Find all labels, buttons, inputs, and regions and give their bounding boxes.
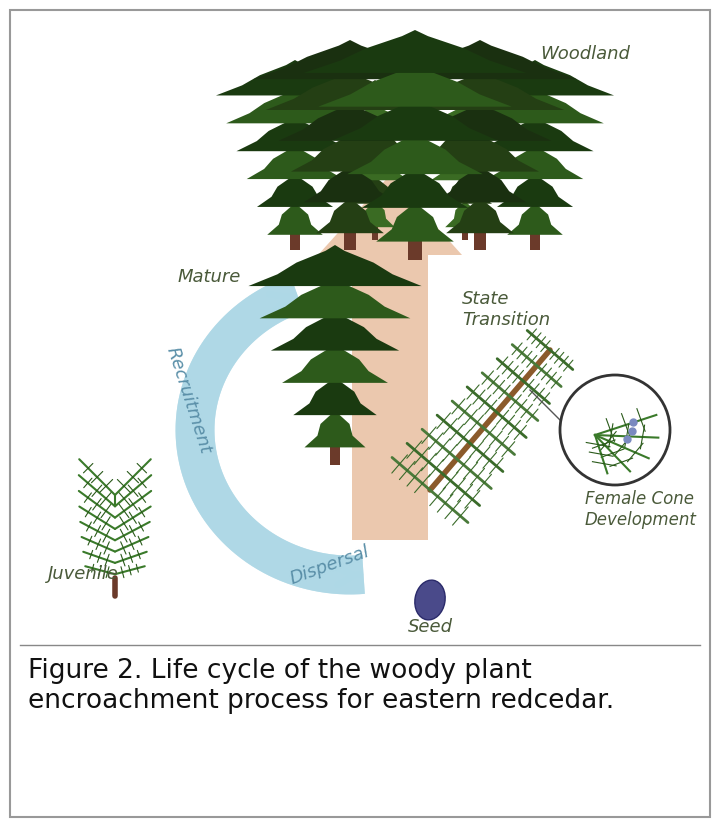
Bar (474, 218, 486, 250)
Text: Juvenile: Juvenile (48, 565, 119, 583)
Bar (330, 432, 340, 465)
Polygon shape (226, 88, 364, 123)
Polygon shape (279, 102, 422, 141)
Polygon shape (236, 116, 354, 151)
Polygon shape (318, 64, 512, 107)
Polygon shape (291, 132, 409, 171)
Text: State
Transition: State Transition (462, 290, 550, 329)
Polygon shape (409, 80, 521, 110)
Bar (372, 216, 378, 240)
Polygon shape (507, 199, 563, 235)
Polygon shape (326, 103, 423, 133)
Text: Figure 2. Life cycle of the woody plant
encroachment process for eastern redceda: Figure 2. Life cycle of the woody plant … (28, 658, 614, 714)
Polygon shape (438, 174, 492, 203)
Bar (462, 216, 468, 240)
Polygon shape (266, 71, 434, 110)
Text: Seed: Seed (408, 618, 452, 636)
Polygon shape (487, 144, 583, 179)
Polygon shape (433, 163, 526, 203)
Bar (531, 222, 540, 250)
Polygon shape (421, 132, 539, 171)
Text: Woodland: Woodland (540, 45, 630, 63)
Polygon shape (341, 151, 409, 180)
Polygon shape (318, 175, 462, 540)
Polygon shape (304, 163, 397, 203)
Text: Female Cone
Development: Female Cone Development (585, 490, 697, 528)
Polygon shape (247, 144, 343, 179)
Polygon shape (316, 194, 384, 233)
Polygon shape (216, 60, 374, 95)
Polygon shape (477, 116, 593, 151)
Polygon shape (466, 88, 604, 123)
Polygon shape (396, 71, 564, 110)
Ellipse shape (415, 580, 445, 620)
Circle shape (560, 375, 670, 485)
Polygon shape (282, 342, 388, 383)
Polygon shape (456, 60, 614, 95)
Polygon shape (423, 127, 506, 157)
Polygon shape (347, 131, 483, 174)
Polygon shape (497, 171, 573, 207)
Polygon shape (293, 374, 377, 415)
Bar (408, 226, 422, 260)
Polygon shape (416, 103, 513, 133)
Polygon shape (333, 127, 416, 157)
Text: Dispersal: Dispersal (288, 543, 372, 588)
Polygon shape (260, 277, 410, 318)
Polygon shape (383, 40, 577, 79)
Bar (344, 218, 356, 250)
Polygon shape (319, 80, 431, 110)
Polygon shape (431, 151, 499, 180)
Polygon shape (257, 171, 333, 207)
Polygon shape (376, 198, 454, 241)
Text: Mature: Mature (178, 268, 241, 286)
Polygon shape (361, 165, 468, 208)
Polygon shape (333, 98, 498, 141)
Polygon shape (253, 40, 447, 79)
Polygon shape (408, 102, 552, 141)
Polygon shape (267, 199, 323, 235)
Polygon shape (446, 194, 514, 233)
Polygon shape (248, 245, 422, 286)
Polygon shape (304, 30, 526, 73)
FancyBboxPatch shape (10, 10, 710, 817)
Polygon shape (348, 174, 402, 203)
Text: Recruitment: Recruitment (162, 344, 214, 456)
Polygon shape (355, 198, 395, 227)
Polygon shape (271, 309, 399, 351)
Polygon shape (305, 406, 366, 447)
Bar (290, 222, 300, 250)
Polygon shape (445, 198, 485, 227)
